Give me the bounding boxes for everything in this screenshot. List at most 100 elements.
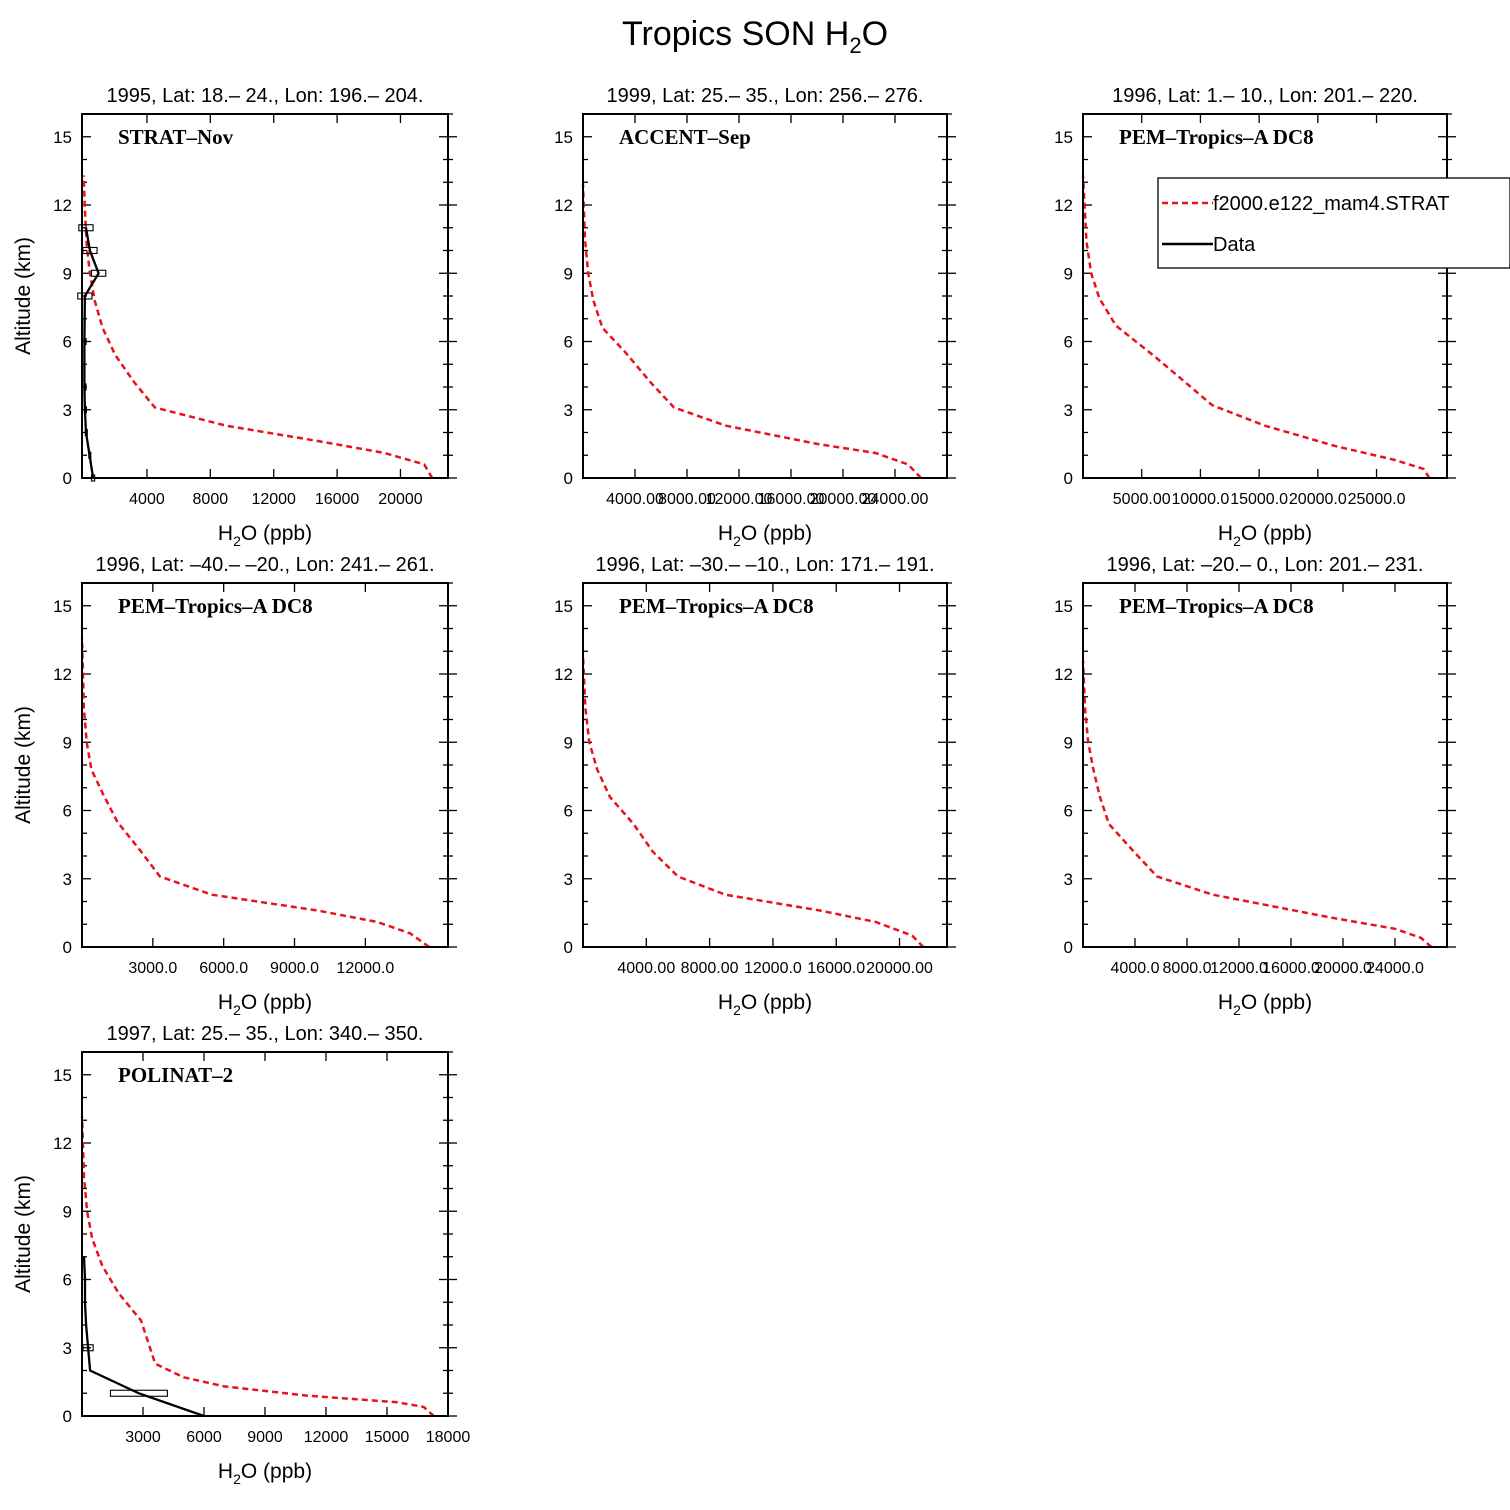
- model-line: [80, 1115, 435, 1417]
- data-line: [82, 1256, 205, 1418]
- error-box: [84, 428, 88, 437]
- error-box: [90, 269, 107, 277]
- x-tick-label: 9000: [247, 1429, 283, 1446]
- legend-model-label: f2000.e122_mam4.STRAT: [1213, 193, 1449, 215]
- x-axis-label: H2O (ppb): [218, 522, 312, 549]
- panel-4: 0 3 6 9 12 15 3000.0 6000.0 9000.0 12000.0 1996, L…: [12, 554, 457, 1018]
- y-tick-label: 6: [63, 333, 72, 352]
- x-tick-label: 12000.0: [1210, 960, 1268, 977]
- y-tick-label: 15: [554, 597, 573, 616]
- error-box: [109, 1389, 168, 1397]
- error-box: [83, 383, 87, 391]
- campaign-label: PEM–Tropics–A DC8: [1119, 594, 1314, 618]
- y-axis-label: Altitude (km): [12, 237, 35, 355]
- x-tick-label: 12000: [304, 1429, 349, 1446]
- y-tick-label: 3: [63, 401, 72, 420]
- legend-data-label: Data: [1213, 234, 1256, 256]
- data-line: [83, 227, 100, 479]
- x-tick-label: 15000.0: [1230, 491, 1288, 508]
- x-tick-label: 8000.0: [1163, 960, 1212, 977]
- y-tick-label: 0: [63, 1407, 72, 1426]
- y-tick-label: 3: [63, 1339, 72, 1358]
- plot-frame: [81, 1051, 449, 1417]
- x-tick-label: 18000: [426, 1429, 471, 1446]
- x-tick-label: 4000.0: [1111, 960, 1160, 977]
- y-tick-label: 6: [1064, 802, 1073, 821]
- y-tick-label: 15: [554, 128, 573, 147]
- panel-subtitle: 1996, Lat: –40.– –20., Lon: 241.– 261.: [95, 554, 434, 576]
- y-tick-label: 12: [53, 665, 72, 684]
- y-tick-label: 6: [63, 1271, 72, 1290]
- error-box: [83, 406, 88, 414]
- y-tick-label: 3: [1064, 870, 1073, 889]
- campaign-label: POLINAT–2: [118, 1063, 233, 1087]
- y-tick-label: 0: [63, 938, 72, 957]
- x-tick-label: 12000: [251, 491, 296, 508]
- campaign-label: ACCENT–Sep: [619, 125, 751, 149]
- panel-2: 0 3 6 9 12 15 4000.008000.0012000.0016000.0020…: [554, 85, 956, 549]
- y-tick-label: 15: [53, 128, 72, 147]
- y-tick-label: 9: [63, 264, 72, 283]
- x-tick-label: 20000.00: [866, 960, 933, 977]
- x-tick-label: 6000: [186, 1429, 222, 1446]
- panel-1: 0 3 6 9 12 15 4000 8000 12000 16000 20000 1995, Lat…: [12, 85, 457, 549]
- panel-6: 0 3 6 9 12 15 4000.0 8000.012000.016000.020000.…: [1054, 554, 1456, 1018]
- x-tick-label: 12000.0: [336, 960, 394, 977]
- x-axis-label: H2O (ppb): [718, 991, 812, 1018]
- x-tick-label: 24000.0: [1366, 960, 1424, 977]
- x-tick-label: 12000.00: [706, 491, 773, 508]
- x-tick-label: 10000.0: [1171, 491, 1229, 508]
- y-tick-label: 6: [564, 333, 573, 352]
- x-tick-label: 12000.0: [744, 960, 802, 977]
- y-tick-label: 9: [1064, 733, 1073, 752]
- y-tick-label: 3: [564, 401, 573, 420]
- y-tick-label: 12: [53, 1134, 72, 1153]
- x-tick-label: 20000.00: [810, 491, 877, 508]
- panel-subtitle: 1999, Lat: 25.– 35., Lon: 256.– 276.: [607, 85, 924, 107]
- panel-5: 0 3 6 9 12 15 4000.00 8000.00 12000.0 16000.0 2000…: [554, 554, 956, 1018]
- y-axis-label: Altitude (km): [12, 706, 35, 824]
- x-tick-label: 15000: [365, 1429, 410, 1446]
- y-tick-label: 0: [1064, 469, 1073, 488]
- campaign-label: STRAT–Nov: [118, 125, 234, 149]
- x-tick-label: 9000.0: [270, 960, 319, 977]
- y-tick-label: 12: [53, 196, 72, 215]
- x-tick-label: 16000: [315, 491, 360, 508]
- y-tick-label: 0: [564, 469, 573, 488]
- y-tick-label: 9: [63, 733, 72, 752]
- legend: f2000.e122_mam4.STRAT Data: [1157, 177, 1510, 269]
- y-tick-label: 9: [564, 733, 573, 752]
- x-tick-label: 24000.00: [862, 491, 929, 508]
- plot-frame: [81, 113, 449, 479]
- y-tick-label: 0: [63, 469, 72, 488]
- x-axis-label: H2O (ppb): [1218, 522, 1312, 549]
- y-tick-label: 6: [1064, 333, 1073, 352]
- x-axis-label: H2O (ppb): [1218, 991, 1312, 1018]
- x-tick-label: 25000.0: [1348, 491, 1406, 508]
- error-box: [82, 1344, 94, 1352]
- y-tick-label: 3: [564, 870, 573, 889]
- model-line: [80, 637, 430, 949]
- campaign-label: PEM–Tropics–A DC8: [619, 594, 814, 618]
- x-tick-label: 3000.0: [128, 960, 177, 977]
- y-tick-label: 3: [63, 870, 72, 889]
- y-tick-label: 15: [53, 1066, 72, 1085]
- x-axis-label: H2O (ppb): [218, 1460, 312, 1487]
- x-tick-label: 8000.00: [681, 960, 739, 977]
- model-line: [581, 655, 925, 948]
- y-tick-label: 12: [554, 665, 573, 684]
- plot-frame: [1082, 582, 1448, 948]
- campaign-label: PEM–Tropics–A DC8: [1119, 125, 1314, 149]
- panel-subtitle: 1997, Lat: 25.– 35., Lon: 340.– 350.: [107, 1023, 424, 1045]
- y-tick-label: 3: [1064, 401, 1073, 420]
- model-line: [1081, 175, 1431, 479]
- y-tick-label: 15: [1054, 597, 1073, 616]
- y-tick-label: 9: [564, 264, 573, 283]
- y-tick-label: 6: [564, 802, 573, 821]
- x-tick-label: 3000: [125, 1429, 161, 1446]
- y-tick-label: 9: [1064, 264, 1073, 283]
- error-box: [88, 451, 92, 459]
- model-line: [82, 175, 434, 479]
- panel-subtitle: 1995, Lat: 18.– 24., Lon: 196.– 204.: [107, 85, 424, 107]
